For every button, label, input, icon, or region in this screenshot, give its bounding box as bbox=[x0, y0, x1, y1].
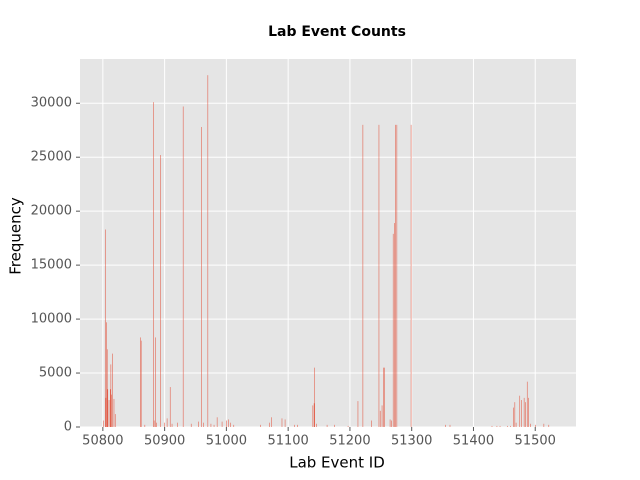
x-tick-label: 51500 bbox=[515, 434, 556, 449]
x-tick-label: 51100 bbox=[267, 434, 308, 449]
y-axis-label: Frequency bbox=[7, 197, 25, 275]
y-tick-label: 25000 bbox=[31, 150, 72, 165]
x-tick-label: 50800 bbox=[82, 434, 123, 449]
x-axis-label: Lab Event ID bbox=[289, 454, 385, 472]
y-tick-label: 20000 bbox=[31, 204, 72, 219]
y-tick-label: 10000 bbox=[31, 312, 72, 327]
x-tick-label: 51200 bbox=[329, 434, 370, 449]
x-tick-label: 51300 bbox=[391, 434, 432, 449]
x-tick-label: 51000 bbox=[206, 434, 247, 449]
chart-title: Lab Event Counts bbox=[268, 24, 406, 40]
y-tick-label: 15000 bbox=[31, 258, 72, 273]
x-tick-label: 51400 bbox=[453, 434, 494, 449]
plot-background bbox=[80, 59, 576, 427]
y-tick-label: 0 bbox=[64, 420, 72, 435]
x-tick-label: 50900 bbox=[144, 434, 185, 449]
y-tick-label: 5000 bbox=[39, 366, 72, 381]
y-tick-label: 30000 bbox=[31, 96, 72, 111]
